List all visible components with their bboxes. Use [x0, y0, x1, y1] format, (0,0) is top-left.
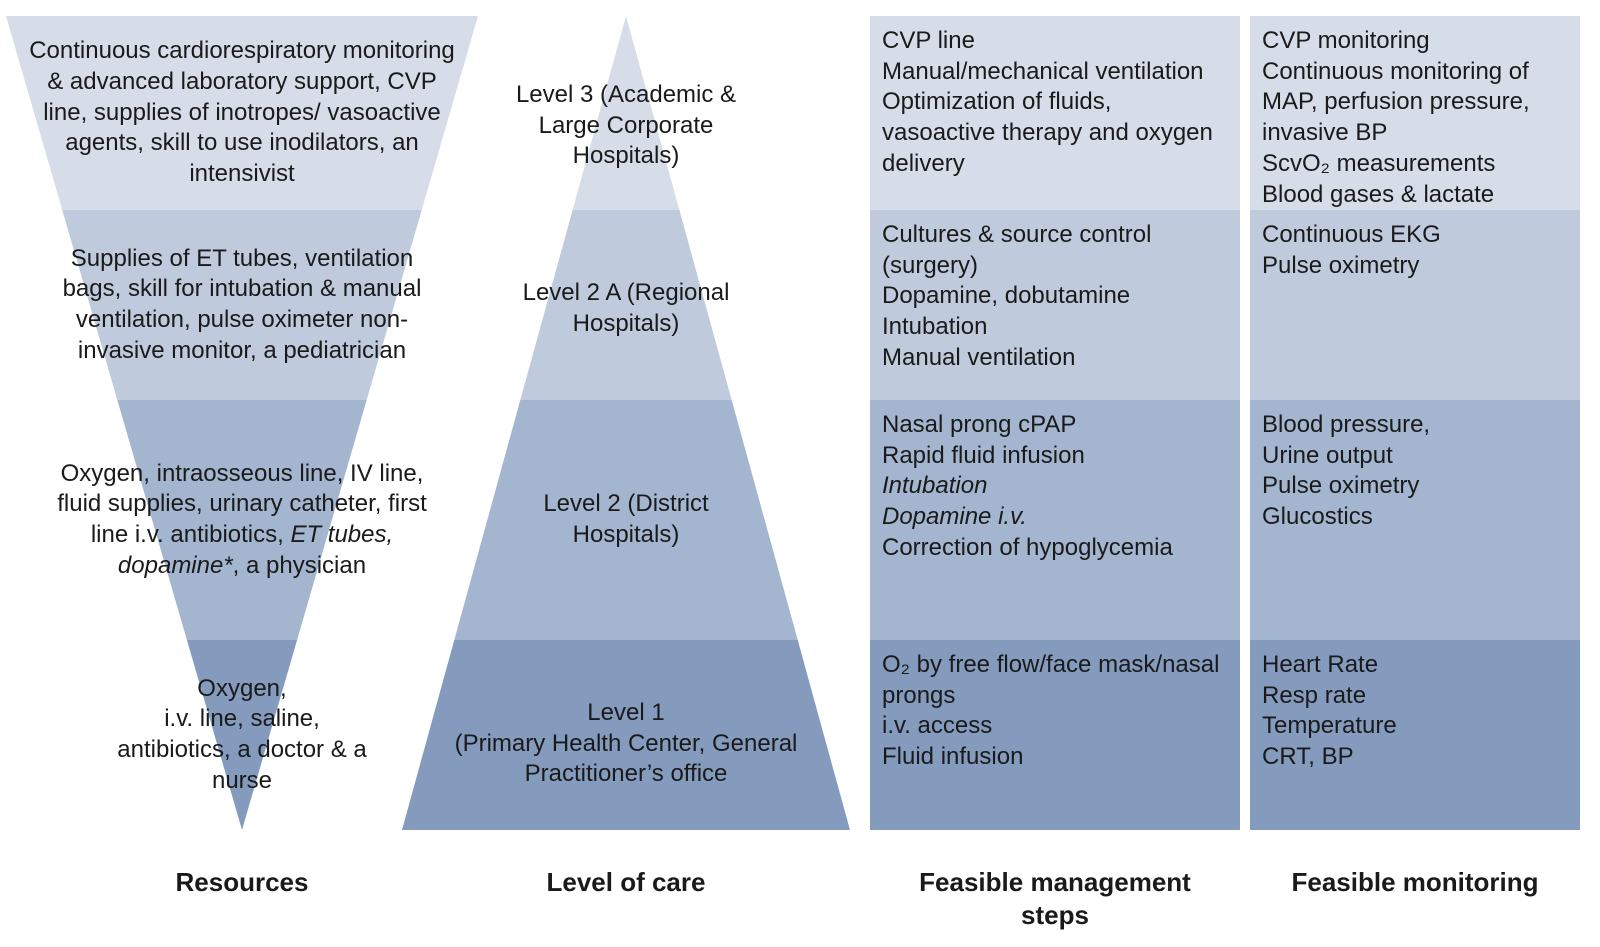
header-monitoring: Feasible monitoring	[1285, 866, 1545, 899]
level-cell-3: Level 1(Primary Health Center, General P…	[440, 664, 812, 824]
level-text-0: Level 3 (Academic & Large Corporate Hosp…	[500, 80, 752, 172]
header-resources: Resources	[112, 866, 372, 899]
level-cell-0: Level 3 (Academic & Large Corporate Hosp…	[500, 46, 752, 206]
resources-text-2: Oxygen, intraosseous line, IV line, flui…	[46, 459, 438, 582]
monitoring-cell-0: CVP monitoringContinuous monitoring of M…	[1250, 16, 1580, 210]
monitoring-cell-1: Continuous EKGPulse oximetry	[1250, 210, 1580, 400]
header-mgmt: Feasible management steps	[905, 866, 1205, 931]
level-text-1: Level 2 A (Regional Hospitals)	[520, 278, 732, 339]
monitoring-cell-3: Heart RateResp rateTemperatureCRT, BP	[1250, 640, 1580, 830]
mgmt-cell-1: Cultures & source control (surgery)Dopam…	[870, 210, 1240, 400]
resources-cell-1: Supplies of ET tubes, ventilation bags, …	[40, 218, 444, 392]
level-text-2: Level 2 (District Hospitals)	[500, 489, 752, 550]
resources-text-1: Supplies of ET tubes, ventilation bags, …	[46, 244, 438, 367]
level-cell-2: Level 2 (District Hospitals)	[500, 440, 752, 600]
resources-cell-0: Continuous cardiorespiratory monitoring …	[20, 24, 464, 202]
resources-text-3: Oxygen,i.v. line, saline,antibiotics, a …	[96, 674, 388, 797]
header-level: Level of care	[496, 866, 756, 899]
resources-cell-3: Oxygen,i.v. line, saline,antibiotics, a …	[90, 640, 394, 830]
level-cell-1: Level 2 A (Regional Hospitals)	[520, 234, 732, 384]
monitoring-cell-2: Blood pressure,Urine outputPulse oximetr…	[1250, 400, 1580, 640]
mgmt-cell-0: CVP lineManual/mechanical ventilationOpt…	[870, 16, 1240, 210]
mgmt-cell-3: O₂ by free flow/face mask/nasal prongsi.…	[870, 640, 1240, 830]
level-text-3: Level 1(Primary Health Center, General P…	[440, 698, 812, 790]
infographic-stage: Continuous cardiorespiratory monitoring …	[0, 0, 1600, 947]
resources-cell-2: Oxygen, intraosseous line, IV line, flui…	[40, 428, 444, 612]
mgmt-cell-2: Nasal prong cPAPRapid fluid infusionIntu…	[870, 400, 1240, 640]
resources-text-0: Continuous cardiorespiratory monitoring …	[26, 36, 458, 190]
